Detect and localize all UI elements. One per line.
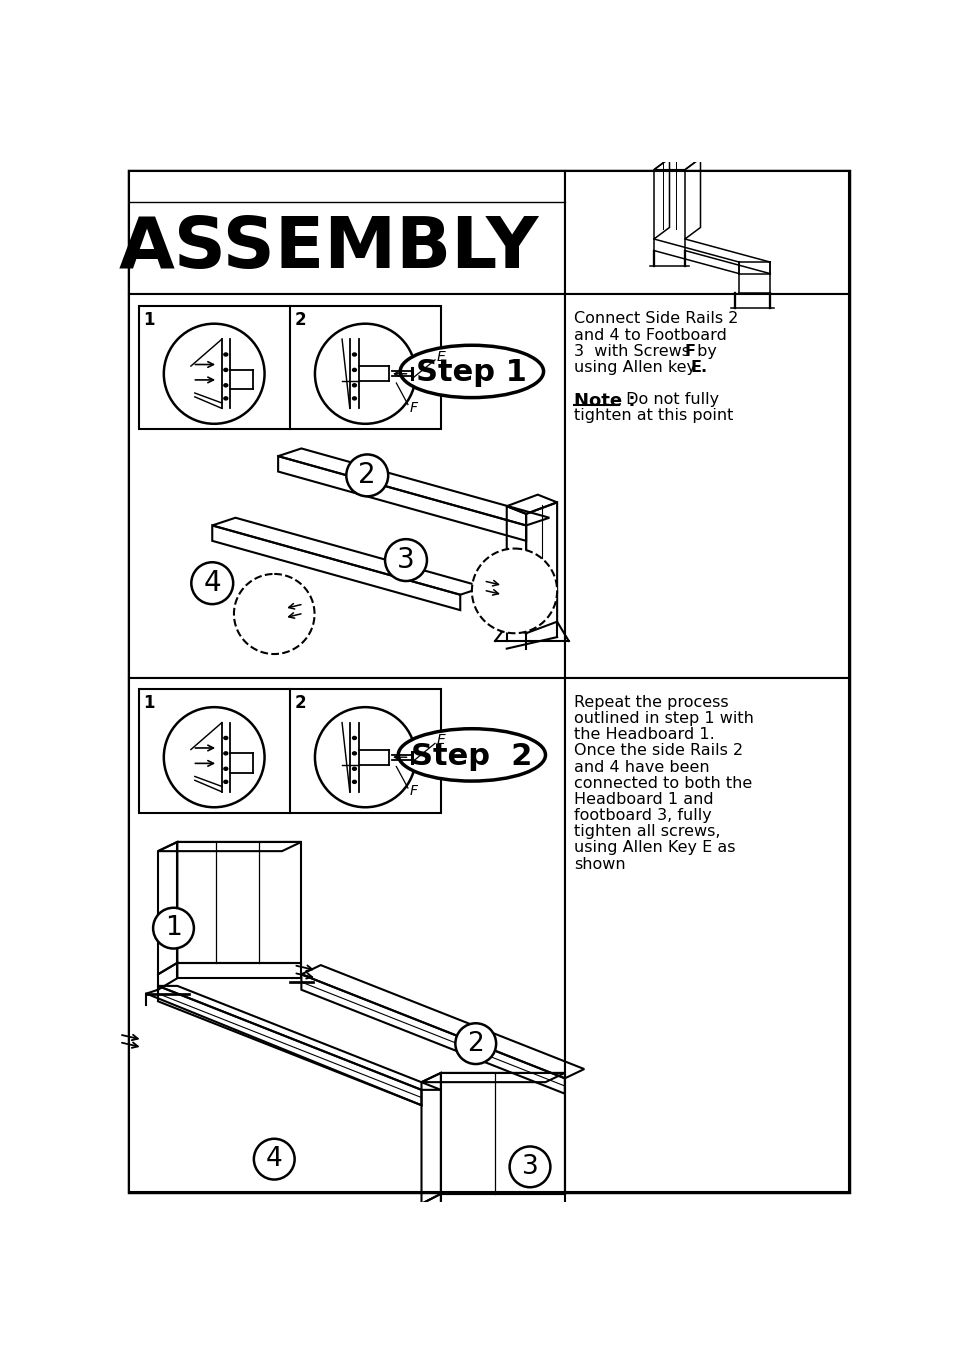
Ellipse shape [224,767,228,771]
Circle shape [164,707,264,807]
Text: tighten all screws,: tighten all screws, [574,825,720,840]
Text: 1: 1 [143,310,154,328]
Text: tighten at this point: tighten at this point [574,409,733,424]
Text: by: by [691,344,716,359]
Text: Step  2: Step 2 [411,743,532,771]
Text: 2: 2 [358,462,375,490]
Bar [138,690,440,813]
Ellipse shape [353,383,356,387]
Text: E.: E. [690,360,707,375]
Text: and 4 to Footboard: and 4 to Footboard [574,328,726,343]
Bar [129,678,564,1192]
Circle shape [233,574,314,653]
Ellipse shape [353,752,356,755]
Text: Connect Side Rails 2: Connect Side Rails 2 [574,312,738,327]
Bar [129,294,564,678]
Text: 3: 3 [396,547,415,574]
Text: Note :: Note : [574,393,635,410]
Text: E: E [436,350,445,363]
Ellipse shape [353,780,356,783]
Ellipse shape [353,352,356,356]
Text: F: F [683,344,695,359]
Text: outlined in step 1 with: outlined in step 1 with [574,711,753,726]
Text: 4: 4 [203,570,221,597]
Text: Do not fully: Do not fully [620,393,718,408]
Ellipse shape [224,752,228,755]
Text: Step 1: Step 1 [416,359,527,387]
Text: shown: shown [574,856,625,872]
Ellipse shape [353,767,356,771]
Ellipse shape [399,346,543,398]
Text: connected to both the: connected to both the [574,776,752,791]
Bar [564,294,848,678]
Ellipse shape [224,383,228,387]
Text: 4: 4 [266,1146,282,1172]
Bar [564,171,848,294]
Text: using Allen Key E as: using Allen Key E as [574,840,735,856]
Ellipse shape [224,780,228,783]
Text: Once the side Rails 2: Once the side Rails 2 [574,744,742,759]
Text: footboard 3, fully: footboard 3, fully [574,809,711,824]
Circle shape [164,324,264,424]
Ellipse shape [224,397,228,400]
Text: F: F [409,784,417,798]
Ellipse shape [224,352,228,356]
Text: the Headboard 1.: the Headboard 1. [574,728,714,743]
Text: 3: 3 [521,1154,537,1180]
Text: Headboard 1 and: Headboard 1 and [574,792,713,807]
Text: F: F [409,401,417,414]
Text: 2: 2 [467,1030,483,1057]
Ellipse shape [397,729,545,782]
Ellipse shape [353,369,356,371]
Text: E: E [436,733,445,748]
Text: 2: 2 [294,694,306,711]
Text: and 4 have been: and 4 have been [574,760,709,775]
Text: 1: 1 [165,915,182,941]
Bar [129,171,564,294]
Ellipse shape [224,369,228,371]
Text: 3  with Screws: 3 with Screws [574,344,695,359]
Text: Repeat the process: Repeat the process [574,695,728,710]
Text: 1: 1 [143,694,154,711]
Circle shape [314,707,416,807]
Text: ASSEMBLY: ASSEMBLY [118,213,538,282]
Circle shape [314,324,416,424]
Ellipse shape [224,736,228,740]
Ellipse shape [353,736,356,740]
Text: using Allen key: using Allen key [574,360,700,375]
Bar [564,678,848,1192]
Text: 2: 2 [294,310,306,328]
Bar [138,306,440,429]
Ellipse shape [353,397,356,400]
Circle shape [472,548,557,633]
